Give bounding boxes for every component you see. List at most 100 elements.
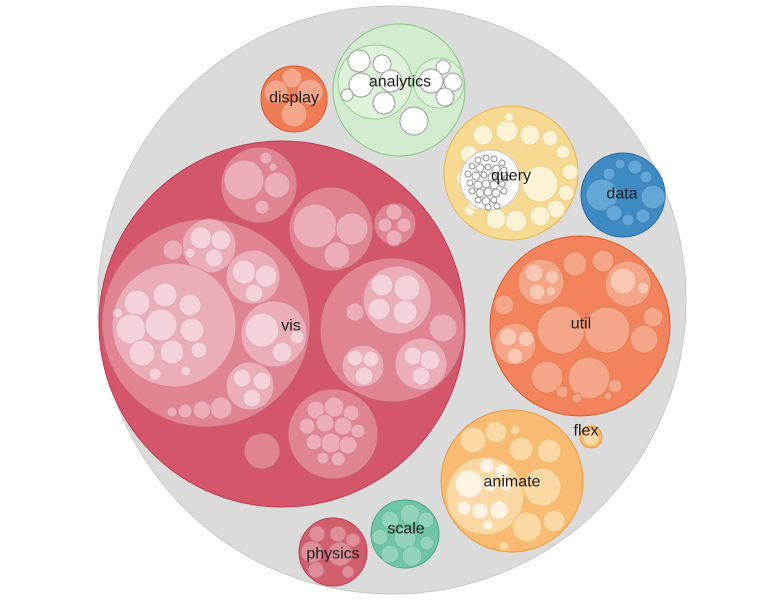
node-circle	[340, 88, 354, 102]
node-circle	[362, 350, 380, 368]
node-circle	[392, 299, 418, 325]
node-circle	[244, 283, 264, 303]
node-circle	[491, 164, 501, 174]
node-circle	[541, 129, 559, 147]
node-circle	[148, 367, 162, 381]
node-circle	[204, 248, 224, 268]
node-circle	[370, 273, 394, 297]
node-circle	[482, 519, 494, 531]
node-circle	[636, 281, 650, 295]
node-circle	[380, 510, 400, 530]
node-circle	[403, 346, 423, 366]
node-circle	[484, 203, 492, 211]
node-circle	[567, 356, 611, 400]
node-circle	[557, 184, 575, 202]
node-circle	[280, 100, 308, 128]
node-circle	[209, 396, 233, 420]
node-circle	[371, 528, 389, 546]
node-circle	[281, 67, 303, 89]
node-circle	[372, 91, 396, 115]
node-circle	[571, 392, 583, 404]
node-circle	[456, 500, 472, 516]
node-circle	[454, 469, 484, 499]
node-circle	[327, 541, 353, 567]
node-circle	[210, 229, 232, 251]
node-circle	[190, 341, 208, 359]
node-circle	[621, 213, 635, 227]
node-circle	[263, 171, 291, 199]
node-circle	[495, 119, 519, 143]
node-circle	[605, 204, 623, 222]
package-label-display: display	[269, 90, 319, 107]
node-circle	[536, 438, 562, 464]
node-circle	[524, 263, 544, 283]
node-circle	[346, 349, 364, 367]
node-circle	[354, 366, 374, 386]
node-circle	[562, 251, 588, 277]
package-label-scale: scale	[387, 521, 424, 538]
package-label-analytics: analytics	[369, 74, 431, 91]
package-label-flex: flex	[574, 423, 599, 440]
node-circle	[482, 154, 490, 162]
node-circle	[411, 366, 431, 386]
node-circle	[223, 159, 265, 201]
node-circle	[385, 229, 403, 247]
node-circle	[350, 423, 366, 439]
node-circle	[419, 535, 435, 551]
node-circle	[498, 159, 506, 167]
node-circle	[243, 432, 281, 470]
node-circle	[591, 249, 615, 273]
node-circle	[379, 69, 403, 93]
node-circle	[380, 544, 400, 564]
node-circle	[166, 406, 178, 418]
node-circle	[443, 72, 463, 92]
node-circle	[192, 400, 212, 420]
node-circle	[242, 388, 262, 408]
node-circle	[500, 166, 508, 174]
node-circle	[162, 239, 184, 261]
node-circle	[305, 433, 323, 451]
node-circle	[640, 184, 666, 210]
node-circle	[498, 327, 518, 347]
node-circle	[259, 151, 273, 165]
node-circle	[555, 144, 571, 160]
node-circle	[503, 174, 511, 182]
node-circle	[528, 283, 546, 301]
node-circle	[289, 329, 305, 345]
node-circle	[323, 241, 351, 269]
package-label-vis: vis	[281, 318, 301, 335]
node-circle	[179, 317, 205, 343]
node-circle	[561, 163, 579, 181]
node-circle	[481, 179, 491, 189]
node-circle	[511, 511, 543, 543]
node-circle	[320, 432, 342, 454]
node-circle	[474, 196, 482, 204]
node-circle	[323, 396, 345, 418]
node-circle	[517, 330, 535, 348]
node-circle	[329, 525, 347, 543]
node-circle	[493, 294, 515, 316]
node-circle	[490, 196, 498, 204]
node-circle	[252, 371, 272, 391]
node-circle	[268, 162, 278, 172]
node-circle	[491, 188, 501, 198]
node-circle	[545, 285, 557, 297]
node-circle	[341, 565, 355, 579]
node-circle	[583, 306, 631, 354]
node-circle	[484, 163, 492, 171]
node-circle	[123, 289, 151, 317]
node-circle	[115, 313, 147, 345]
node-circle	[338, 435, 358, 455]
node-circle	[489, 500, 509, 520]
node-circle	[508, 436, 534, 462]
node-circle	[385, 203, 403, 221]
node-circle	[263, 79, 289, 105]
node-circle	[333, 416, 353, 436]
node-circle	[367, 297, 391, 321]
node-circle	[475, 163, 485, 173]
node-circle	[435, 59, 451, 75]
node-circle	[399, 106, 429, 136]
node-circle	[585, 178, 619, 212]
node-circle	[177, 403, 193, 419]
